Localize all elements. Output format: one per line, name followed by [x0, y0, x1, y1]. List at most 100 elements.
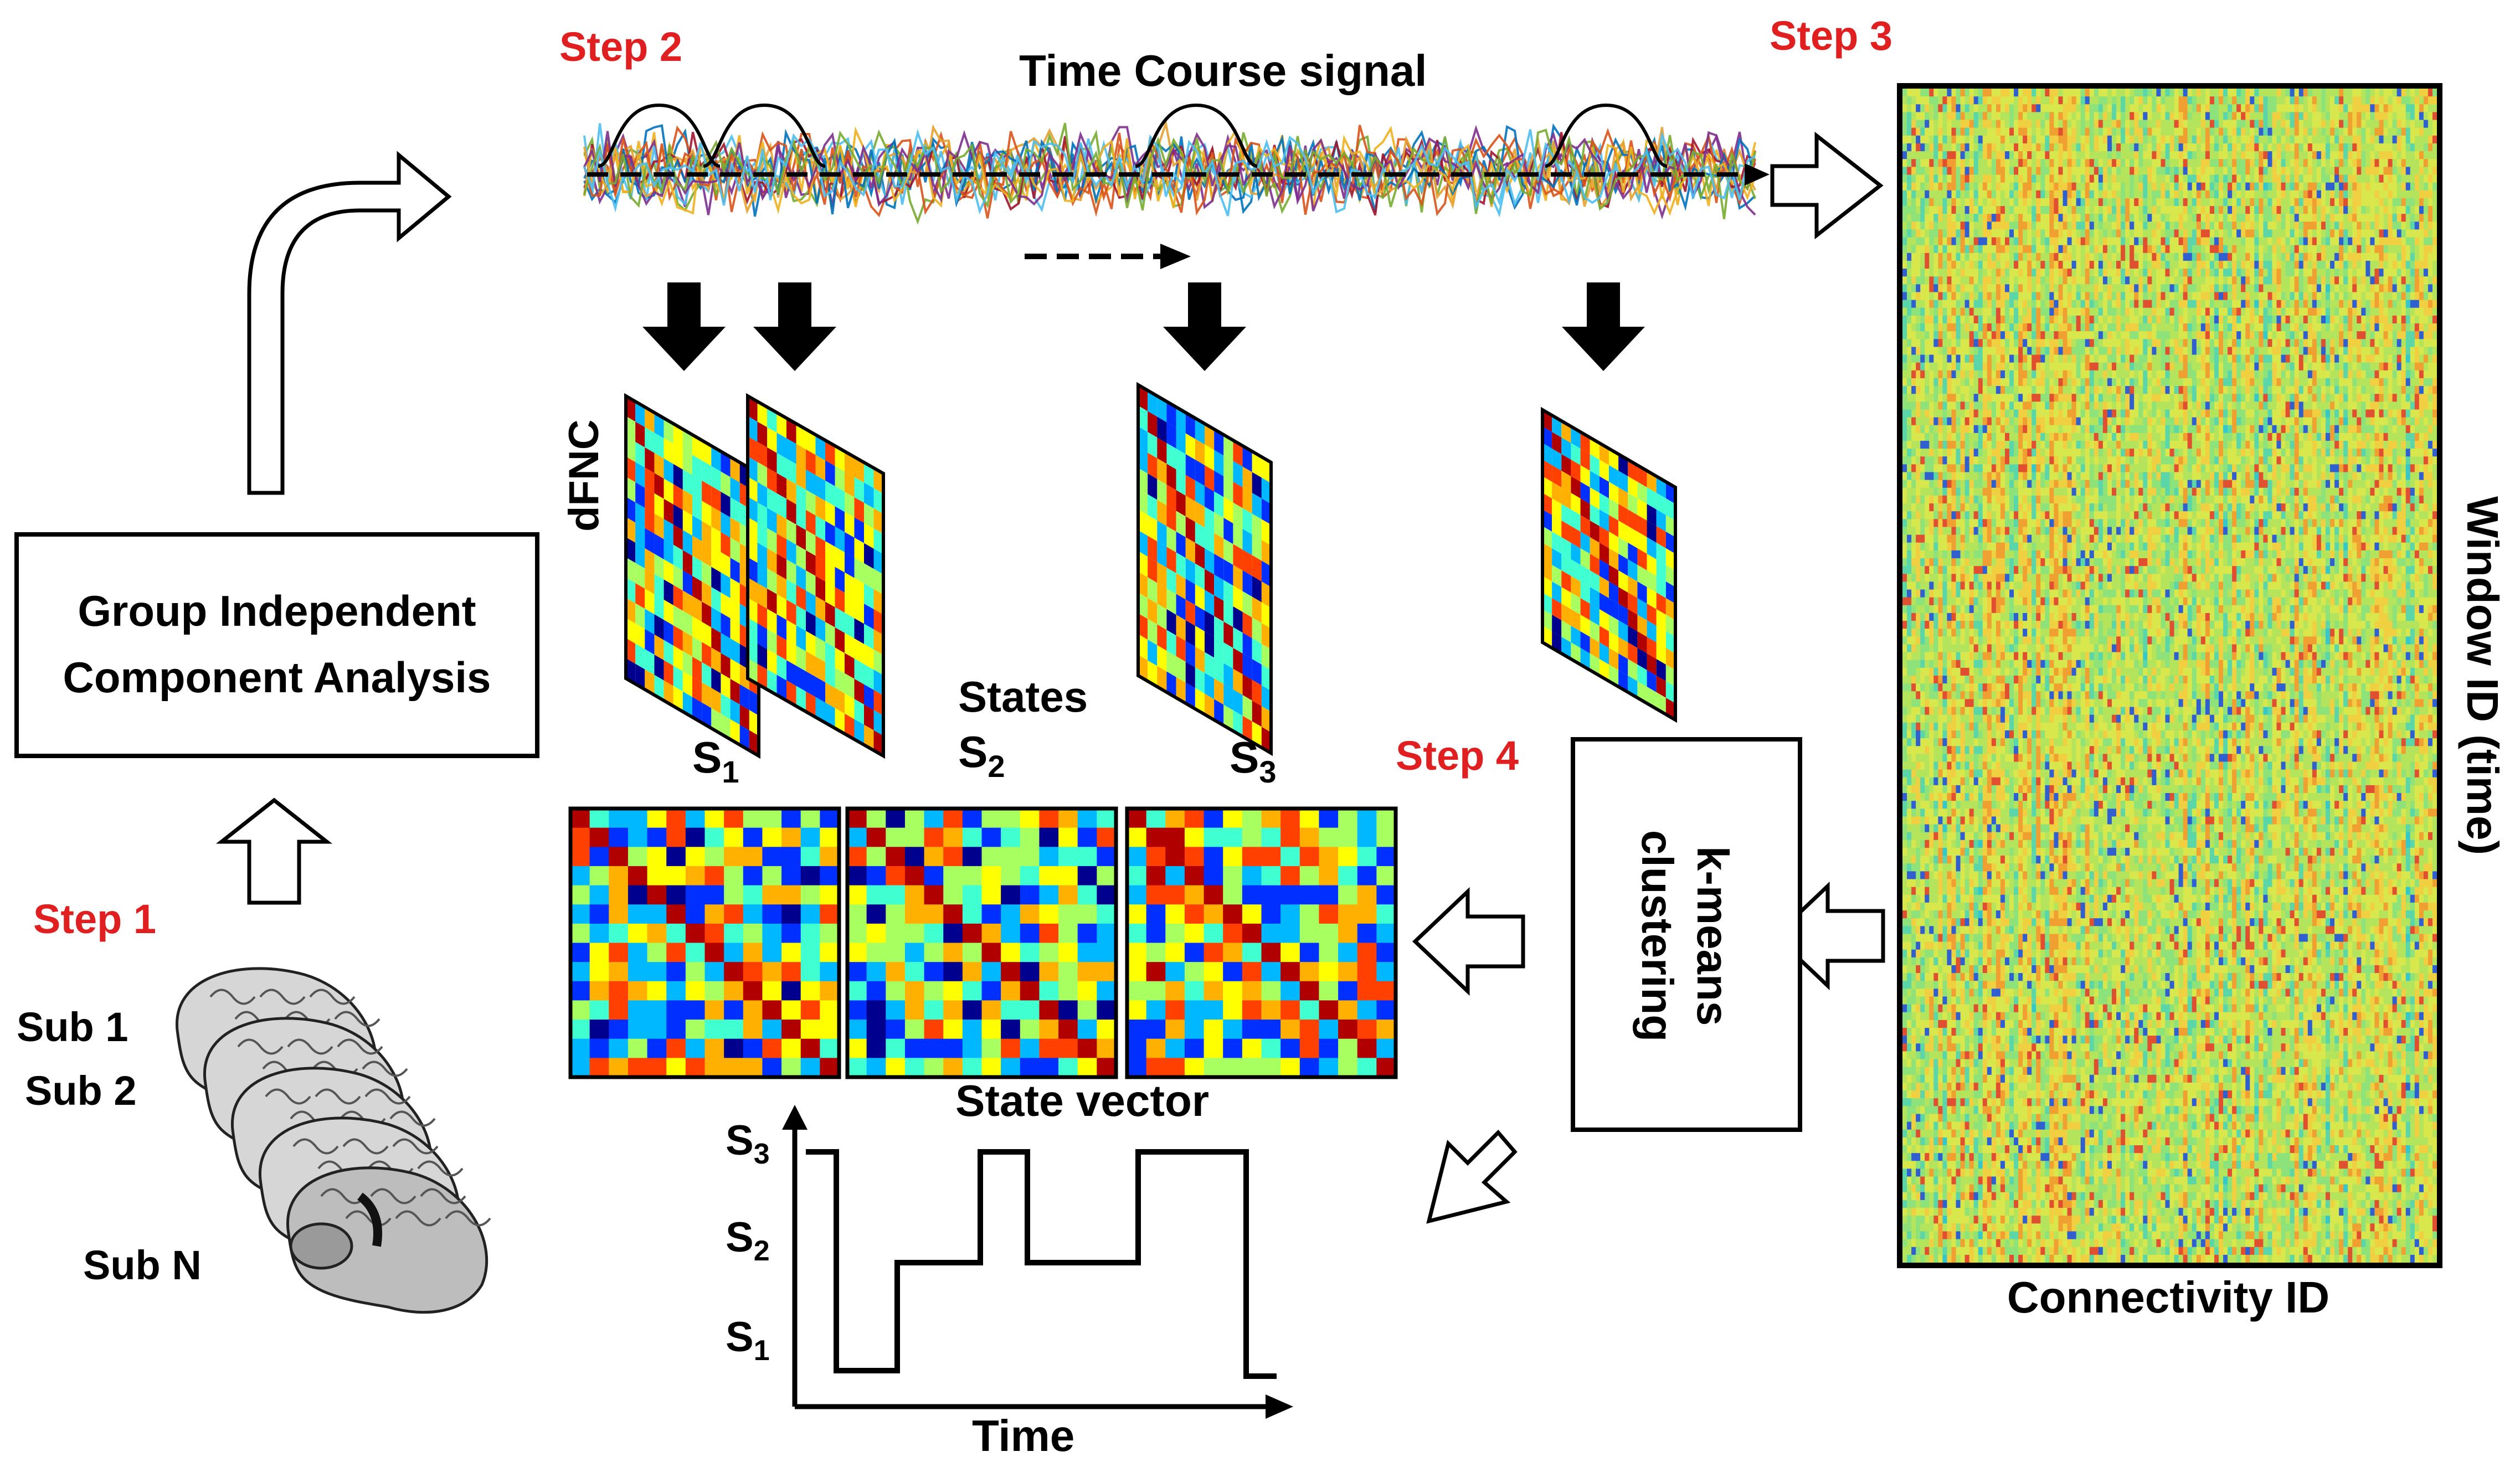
heatmap-cell [2290, 229, 2295, 238]
heatmap-cell [2130, 135, 2135, 144]
heatmap-cell [2312, 89, 2317, 97]
matrix-cell [1338, 847, 1358, 867]
heatmap-cell [2183, 260, 2188, 269]
matrix-cell [800, 1000, 820, 1020]
matrix-cell [647, 809, 667, 828]
heatmap-cell [2196, 112, 2202, 121]
heatmap-cell [2147, 112, 2152, 121]
matrix-cell [1138, 468, 1148, 495]
heatmap-cell [2161, 151, 2166, 159]
heatmap-cell [2094, 96, 2099, 105]
brain-gyrus [345, 1210, 392, 1227]
heatmap-cell [2049, 206, 2055, 214]
heatmap-cell [2107, 167, 2112, 176]
heatmap-cell [2294, 300, 2300, 308]
heatmap-cell [1929, 276, 1934, 285]
heatmap-cell [2036, 143, 2041, 152]
heatmap-cell [2027, 120, 2032, 128]
matrix-cell [1195, 667, 1205, 694]
heatmap-cell [1907, 151, 1912, 159]
heatmap-cell [2196, 182, 2202, 191]
heatmap-cell [1947, 159, 1952, 167]
heatmap-cell [1991, 182, 1997, 191]
heatmap-cell [2316, 206, 2322, 214]
heatmap-cell [2089, 198, 2095, 207]
heatmap-cell [2410, 260, 2415, 269]
heatmap-cell [2125, 284, 2130, 293]
heatmap-cell [2218, 104, 2224, 112]
heatmap-cell [1911, 315, 1916, 324]
heatmap-cell [2054, 276, 2059, 285]
heatmap-cell [2272, 112, 2277, 121]
heatmap-cell [2045, 300, 2050, 308]
heatmap-cell [2116, 127, 2121, 136]
heatmap-cell [2130, 120, 2135, 128]
heatmap-cell [2054, 120, 2059, 128]
heatmap-cell [1907, 159, 1912, 167]
heatmap-cell [2205, 276, 2210, 285]
heatmap-cell [2085, 190, 2090, 199]
matrix-cell [626, 416, 636, 442]
matrix-cell [845, 693, 855, 719]
heatmap-cell [2209, 300, 2215, 308]
matrix-cell [1609, 515, 1619, 537]
heatmap-cell [2107, 135, 2112, 144]
heatmap-cell [2067, 284, 2072, 293]
heatmap-cell [2236, 253, 2241, 261]
matrix-cell [1127, 981, 1147, 1001]
heatmap-cell [1960, 89, 1966, 97]
heatmap-cell [2370, 159, 2375, 167]
matrix-cell [1628, 642, 1638, 665]
heatmap-cell [2241, 174, 2246, 183]
matrix-cell [682, 429, 692, 455]
heatmap-cell [1942, 284, 1948, 293]
matrix-cell [748, 577, 758, 604]
heatmap-cell [2419, 112, 2424, 121]
matrix-cell [800, 885, 820, 905]
heatmap-cell [2085, 292, 2090, 301]
matrix-cell [845, 593, 855, 619]
heatmap-cell [2245, 198, 2250, 207]
heatmap-cell [2343, 198, 2348, 207]
matrix-cell [796, 544, 806, 570]
heatmap-cell [2276, 260, 2282, 269]
heatmap-cell [2107, 159, 2112, 167]
heatmap-cell [2334, 182, 2339, 191]
heatmap-cell [2419, 269, 2424, 277]
heatmap-cell [2388, 135, 2393, 144]
heatmap-cell [2085, 260, 2090, 269]
matrix-cell [820, 923, 840, 943]
matrix-cell [721, 471, 731, 497]
heatmap-cell [2045, 182, 2050, 191]
heatmap-cell [2374, 229, 2380, 238]
heatmap-cell [2348, 167, 2353, 176]
heatmap-cell [2147, 159, 2152, 167]
matrix-cell [1020, 923, 1040, 943]
heatmap-cell [2125, 229, 2130, 238]
matrix-cell [854, 658, 864, 684]
heatmap-cell [2414, 104, 2420, 112]
heatmap-cell [2254, 284, 2259, 293]
down-arrows [642, 282, 1645, 371]
heatmap-cell [2290, 222, 2295, 230]
heatmap-cell [2272, 151, 2277, 159]
heatmap-cell [2330, 269, 2335, 277]
heatmap-cell [2281, 182, 2286, 191]
heatmap-cell [1978, 174, 1983, 183]
matrix-cell [711, 667, 721, 694]
matrix-cell [1637, 581, 1647, 604]
matrix-cell [864, 502, 874, 529]
matrix-cell [815, 636, 825, 662]
heatmap-cell [1982, 300, 1988, 308]
heatmap-cell [2285, 307, 2291, 316]
heatmap-cell [1902, 245, 1907, 254]
heatmap-cell [1973, 96, 1979, 105]
matrix-cell [1618, 570, 1628, 593]
heatmap-cell [2357, 245, 2362, 254]
heatmap-cell [2352, 190, 2357, 199]
heatmap-cell [2085, 237, 2090, 246]
heatmap-cell [1933, 174, 1938, 183]
matrix-cell [628, 962, 648, 982]
heatmap-cell [2152, 182, 2157, 191]
heatmap-cell [2419, 237, 2424, 246]
